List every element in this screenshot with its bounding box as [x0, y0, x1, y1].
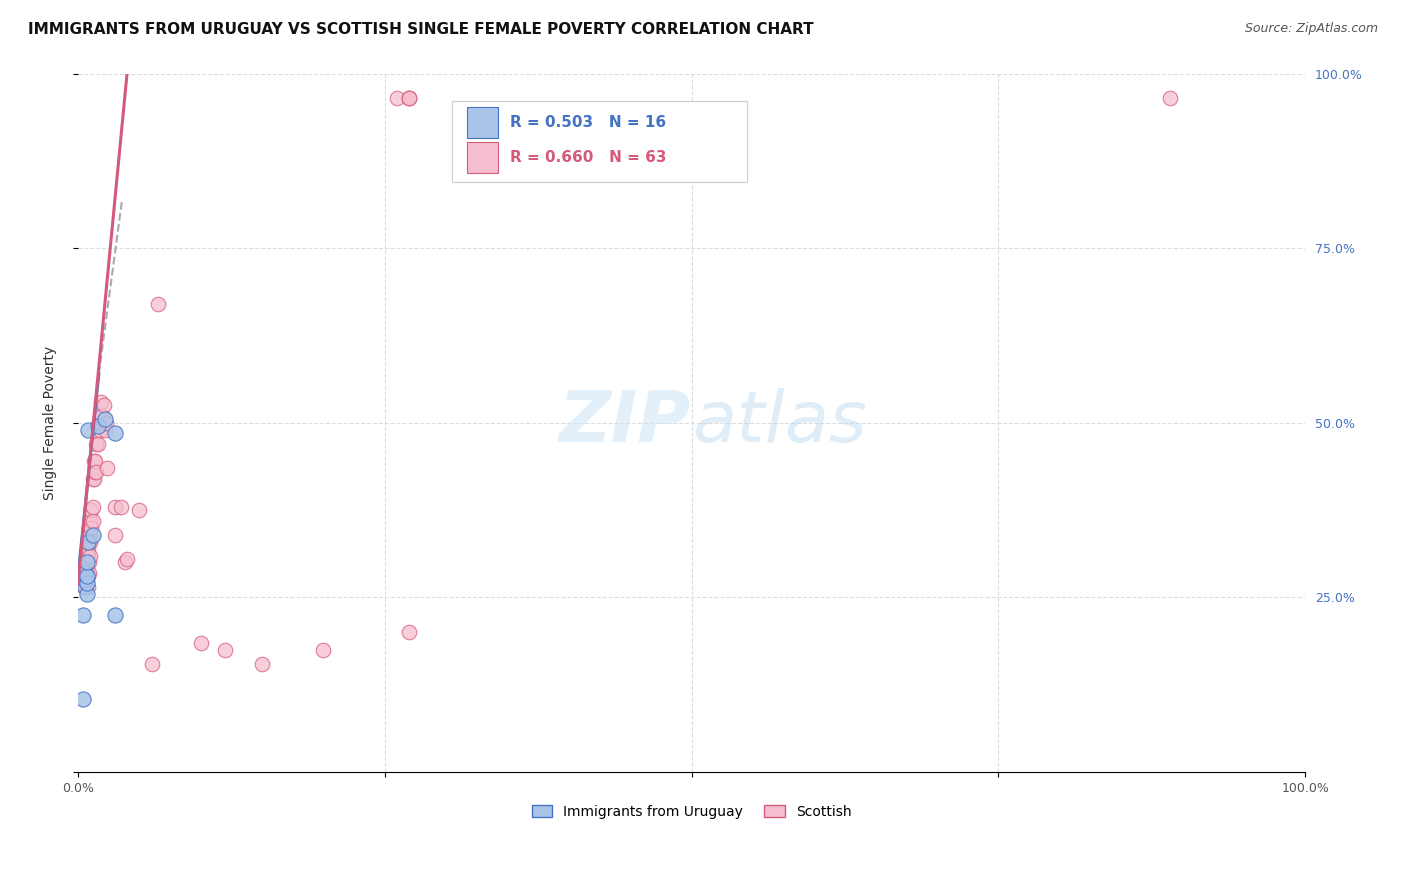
Point	[114, 556, 136, 570]
FancyBboxPatch shape	[453, 102, 747, 182]
Point	[72, 569, 94, 583]
Point	[75, 576, 97, 591]
Point	[76, 541, 98, 556]
Point	[84, 454, 107, 468]
Point	[75, 566, 97, 580]
Point	[79, 534, 101, 549]
Point	[398, 625, 420, 640]
Point	[86, 436, 108, 450]
Point	[146, 297, 169, 311]
Point	[75, 559, 97, 574]
Point	[128, 503, 150, 517]
Point	[76, 549, 98, 563]
Bar	[467, 107, 498, 138]
Point	[80, 503, 103, 517]
Text: atlas: atlas	[692, 388, 866, 458]
Point	[83, 454, 105, 468]
Point	[104, 500, 127, 514]
Point	[72, 576, 94, 591]
Point	[76, 587, 98, 601]
Y-axis label: Single Female Poverty: Single Female Poverty	[44, 346, 58, 500]
Point	[76, 569, 98, 583]
Point	[72, 607, 94, 622]
Point	[79, 527, 101, 541]
Point	[398, 91, 420, 105]
Point	[73, 580, 96, 594]
Point	[398, 91, 420, 105]
Point	[89, 409, 111, 423]
Text: R = 0.503   N = 16: R = 0.503 N = 16	[510, 115, 666, 130]
Point	[214, 642, 236, 657]
Point	[398, 91, 420, 105]
Point	[110, 500, 132, 514]
Point	[94, 412, 117, 426]
Point	[250, 657, 273, 671]
Point	[96, 461, 118, 475]
Point	[312, 642, 335, 657]
Point	[104, 426, 127, 441]
Point	[76, 580, 98, 594]
Point	[190, 636, 212, 650]
Point	[80, 520, 103, 534]
Point	[86, 419, 108, 434]
Point	[87, 416, 110, 430]
Point	[76, 569, 98, 583]
Point	[96, 416, 118, 430]
Point	[76, 423, 98, 437]
Point	[72, 691, 94, 706]
Point	[1159, 91, 1181, 105]
Point	[76, 549, 98, 563]
Legend: Immigrants from Uruguay, Scottish: Immigrants from Uruguay, Scottish	[526, 799, 858, 824]
Point	[89, 423, 111, 437]
Point	[91, 409, 114, 423]
Point	[79, 549, 101, 563]
Point	[86, 436, 108, 450]
Point	[75, 573, 97, 587]
Point	[76, 556, 98, 570]
Point	[76, 562, 98, 576]
Point	[90, 394, 112, 409]
Point	[141, 657, 163, 671]
Point	[77, 556, 100, 570]
Point	[76, 571, 98, 585]
Point	[76, 534, 98, 549]
Point	[82, 514, 104, 528]
Point	[76, 576, 98, 591]
Point	[84, 465, 107, 479]
Point	[72, 562, 94, 576]
Text: ZIP: ZIP	[560, 388, 692, 458]
Point	[76, 534, 98, 549]
Point	[82, 500, 104, 514]
Point	[104, 607, 127, 622]
Text: IMMIGRANTS FROM URUGUAY VS SCOTTISH SINGLE FEMALE POVERTY CORRELATION CHART: IMMIGRANTS FROM URUGUAY VS SCOTTISH SING…	[28, 22, 814, 37]
Point	[82, 472, 104, 486]
Point	[73, 566, 96, 580]
Point	[73, 571, 96, 585]
Point	[76, 566, 98, 580]
Point	[75, 571, 97, 585]
Point	[94, 423, 117, 437]
Point	[93, 398, 115, 412]
Point	[82, 527, 104, 541]
Bar	[467, 142, 498, 173]
Point	[104, 527, 127, 541]
Point	[77, 566, 100, 580]
Point	[115, 552, 138, 566]
Text: R = 0.660   N = 63: R = 0.660 N = 63	[510, 150, 666, 165]
Point	[75, 580, 97, 594]
Point	[86, 465, 108, 479]
Point	[385, 91, 408, 105]
Point	[83, 472, 105, 486]
Text: Source: ZipAtlas.com: Source: ZipAtlas.com	[1244, 22, 1378, 36]
Point	[79, 514, 101, 528]
